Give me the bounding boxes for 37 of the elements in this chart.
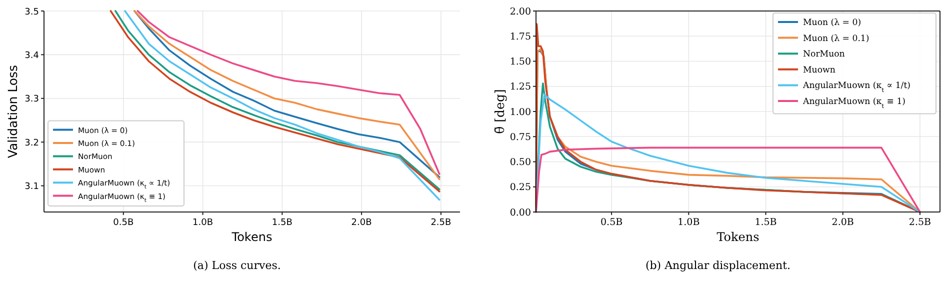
y-tick-label: 3.3 (24, 94, 39, 105)
y-tick-label: 1.50 (510, 56, 531, 68)
legend-label: Muown (803, 65, 836, 76)
text: (a) Loss curves. (193, 259, 281, 272)
y-tick-label: 2.00 (510, 6, 531, 18)
y-tick-label: 1.75 (510, 31, 531, 42)
x-tick-label: 2.5B (430, 218, 452, 228)
y-axis-title: Validation Loss (5, 64, 20, 158)
y-tick-label: 0.50 (510, 157, 531, 168)
y-tick-label: 1.00 (510, 106, 531, 118)
x-tick-label: 1.5B (272, 218, 292, 228)
y-tick-label: 3.4 (24, 50, 40, 61)
x-tick-label: 2.0B (351, 218, 372, 228)
legend-label: AngularMuown (κ$_{t}$ ∝ 1/t) (802, 81, 910, 94)
x-axis-title: Tokens (230, 230, 272, 244)
text: (b) Angular displacement. (645, 259, 791, 272)
y-axis-title: θ̄ [deg] (492, 89, 507, 134)
legend-label: Muon (λ = 0.1) (803, 34, 870, 44)
x-tick-label: 0.5B (600, 217, 623, 228)
y-tick-label: 0.75 (510, 132, 531, 143)
legend-label: NorMuon (803, 50, 846, 60)
x-axis-title: Tokens (716, 230, 760, 244)
y-tick-label: 3.1 (24, 182, 39, 192)
y-tick-label: 0.25 (510, 182, 531, 194)
legend-label: AngularMuown (κ$_{t}$ ≡ 1) (802, 97, 906, 110)
y-tick-label: 0.00 (510, 207, 531, 218)
x-tick-label: 2.0B (832, 217, 854, 228)
x-tick-label: 1.5B (754, 217, 777, 228)
line-series (535, 146, 921, 213)
x-tick-label: 1.0B (678, 217, 700, 228)
x-tick-label: 0.5B (113, 218, 134, 228)
legend-label: Muon (λ = 0) (803, 18, 862, 28)
y-tick-label: 1.25 (510, 82, 531, 93)
y-tick-label: 3.2 (24, 138, 39, 148)
y-tick-label: 3.5 (24, 7, 39, 18)
x-tick-label: 2.5B (908, 217, 932, 228)
x-tick-label: 1.0B (192, 218, 214, 228)
